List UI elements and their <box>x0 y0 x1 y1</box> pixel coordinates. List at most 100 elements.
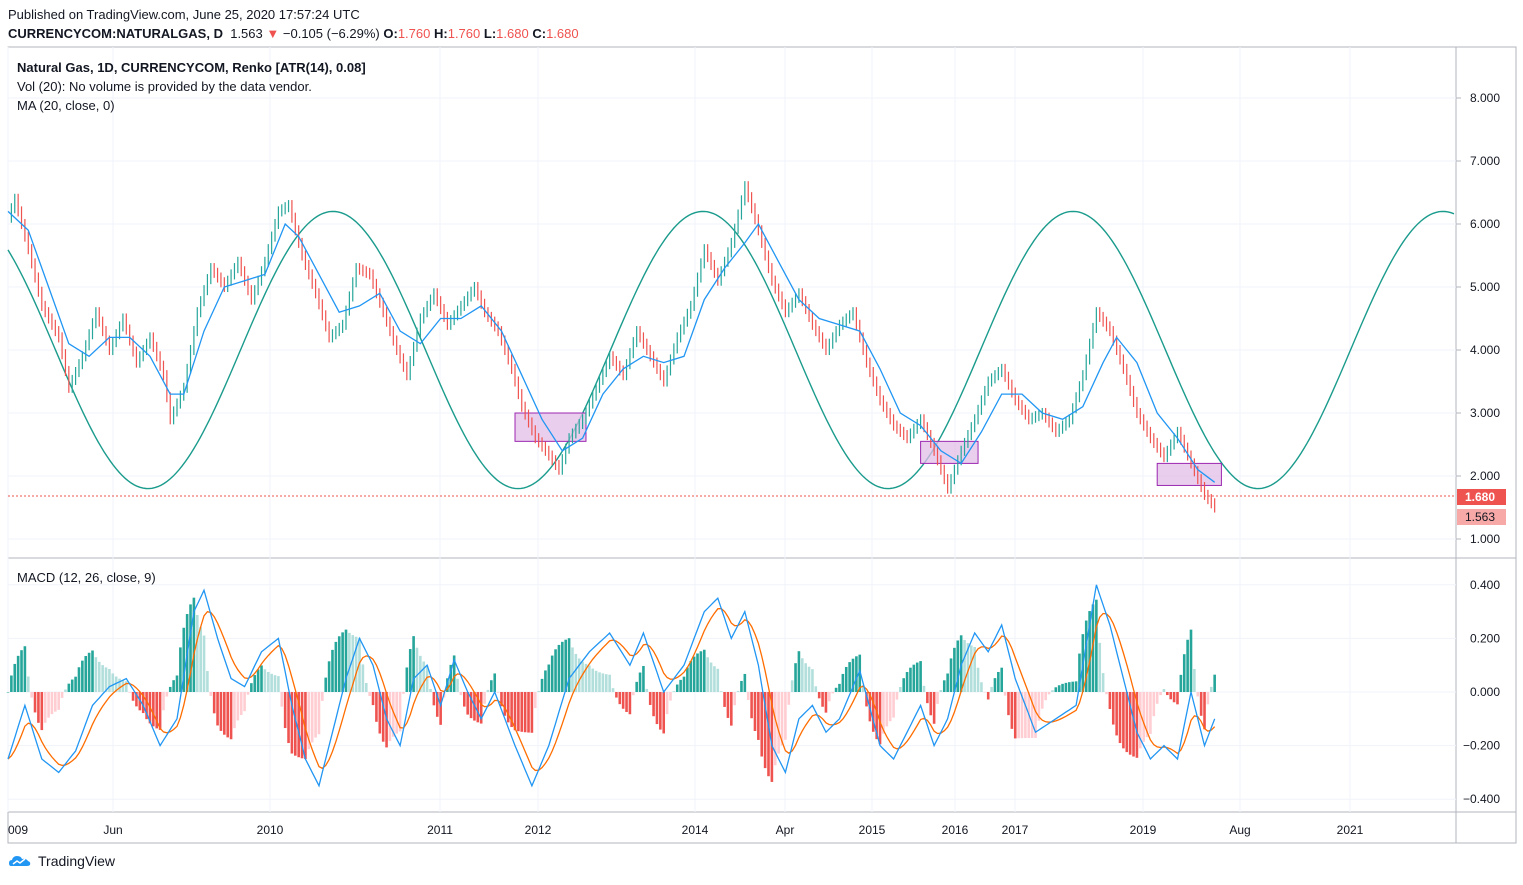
macd-histogram-bar <box>520 692 524 732</box>
time-tick-label: 2011 <box>427 823 453 837</box>
macd-histogram-bar <box>807 666 811 692</box>
macd-histogram-bar <box>1098 642 1102 692</box>
macd-histogram-bar <box>878 692 882 745</box>
macd-tick-label: 0.200 <box>1470 631 1500 645</box>
macd-histogram-bar <box>632 692 635 696</box>
macd-histogram-bar <box>43 692 47 723</box>
macd-histogram-bar <box>273 675 277 692</box>
macd-histogram-bar <box>713 666 716 692</box>
macd-histogram-bar <box>1145 692 1149 738</box>
macd-histogram-bar <box>172 680 175 692</box>
tradingview-cloud-icon <box>9 856 31 866</box>
macd-histogram-bar <box>824 692 828 713</box>
ma-line <box>7 210 1216 483</box>
macd-histogram-bar <box>1206 692 1210 705</box>
macd-histogram-bar <box>834 687 838 692</box>
macd-histogram-bar <box>422 661 426 692</box>
macd-histogram-bar <box>361 664 365 692</box>
macd-histogram-bar <box>997 671 1000 692</box>
macd-histogram-bar <box>229 692 233 740</box>
tradingview-logo[interactable]: TradingView <box>8 853 115 869</box>
macd-histogram-bar <box>909 667 912 692</box>
macd-histogram-bar <box>1088 611 1091 692</box>
macd-histogram-bar <box>398 692 402 732</box>
macd-histogram-bar <box>500 692 503 707</box>
macd-histogram-bar <box>530 692 534 733</box>
macd-histogram-bar <box>540 678 544 692</box>
macd-pane <box>6 584 1216 788</box>
macd-histogram-bar <box>209 692 213 696</box>
macd-histogram-bar <box>817 692 821 699</box>
macd-histogram-bar <box>740 680 743 692</box>
macd-histogram-bar <box>659 692 662 730</box>
macd-histogram-bar <box>828 692 831 702</box>
macd-histogram-bar <box>736 690 740 692</box>
price-tick-label: 5.000 <box>1470 280 1500 294</box>
macd-histogram-bar <box>1159 692 1162 696</box>
macd-histogram-bar <box>493 673 497 692</box>
macd-histogram-bar <box>652 692 655 717</box>
macd-histogram-bar <box>787 692 791 705</box>
macd-histogram-bar <box>155 692 159 729</box>
macd-histogram-bar <box>91 650 94 692</box>
macd-histogram-bar <box>790 680 794 692</box>
highlight-box <box>514 412 587 442</box>
macd-histogram-bar <box>608 674 611 692</box>
price-tick-label: 7.000 <box>1470 154 1500 168</box>
macd-histogram-bar <box>280 692 284 707</box>
macd-histogram-bar <box>1105 692 1108 695</box>
macd-histogram-bar <box>838 683 841 692</box>
macd-histogram-bar <box>932 692 936 724</box>
macd-histogram-bar <box>449 664 453 692</box>
price-tick-label: 3.000 <box>1470 406 1500 420</box>
macd-histogram-bar <box>1068 682 1071 692</box>
macd-histogram-bar <box>709 662 713 692</box>
macd-histogram-bar <box>557 644 561 692</box>
macd-histogram-bar <box>395 692 398 734</box>
macd-histogram-bar <box>371 692 375 706</box>
macd-histogram-bar <box>341 632 344 692</box>
macd-histogram-bar <box>588 665 591 692</box>
macd-histogram-bar <box>963 639 966 692</box>
macd-histogram-bar <box>419 655 422 692</box>
macd-histogram-bar <box>547 664 551 692</box>
symbol-line: CURRENCYCOM:NATURALGAS, D 1.563 ▼ −0.105… <box>8 26 579 41</box>
macd-histogram-bar <box>324 677 328 692</box>
macd-histogram-bar <box>375 692 378 722</box>
macd-histogram-bar <box>354 636 358 692</box>
macd-histogram-bar <box>1101 673 1105 692</box>
macd-histogram-bar <box>919 661 922 692</box>
time-tick-label: Apr <box>776 823 795 837</box>
macd-histogram-bar <box>476 692 480 723</box>
macd-histogram-bar <box>604 674 608 692</box>
macd-histogram-bar <box>168 686 172 692</box>
macd-histogram-bar <box>307 692 311 750</box>
macd-histogram-bar <box>111 673 115 692</box>
price-tick-label: 6.000 <box>1470 217 1500 231</box>
macd-histogram-bar <box>746 692 750 700</box>
macd-histogram-bar <box>392 692 395 737</box>
macd-histogram-bar <box>858 654 862 692</box>
macd-histogram-bar <box>554 649 557 692</box>
macd-histogram-bar <box>503 692 507 716</box>
macd-histogram-bar <box>567 638 571 692</box>
macd-histogram-bar <box>980 682 983 692</box>
time-tick-label: 2014 <box>682 823 709 837</box>
macd-histogram-bar <box>331 649 334 692</box>
macd-histogram-bar <box>212 692 216 714</box>
macd-histogram-bar <box>456 678 459 692</box>
macd-histogram-bar <box>23 646 27 692</box>
macd-histogram-bar <box>466 692 469 715</box>
last-price: 1.563 <box>230 26 263 41</box>
macd-histogram-bar <box>899 687 902 692</box>
main-legend-title: Natural Gas, 1D, CURRENCYCOM, Renko [ATR… <box>17 60 366 75</box>
macd-histogram-bar <box>223 692 226 735</box>
macd-histogram-bar <box>364 682 368 692</box>
current-price-tag <box>1457 509 1506 525</box>
macd-histogram-bar <box>1030 692 1034 738</box>
macd-histogram-bar <box>682 676 686 692</box>
macd-histogram-bar <box>686 667 689 692</box>
macd-histogram-bar <box>6 692 10 693</box>
macd-histogram-bar <box>415 647 419 692</box>
